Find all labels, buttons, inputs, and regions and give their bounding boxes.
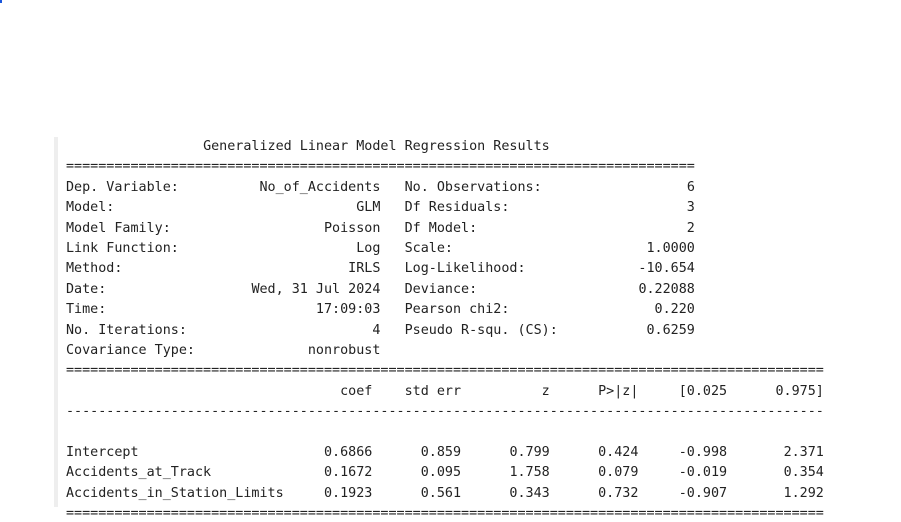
coef-value: 0.1923 xyxy=(323,485,373,501)
coef-value: 0.732 xyxy=(598,485,639,501)
info-value: 2 xyxy=(686,220,695,236)
info-value: 0.220 xyxy=(654,302,695,318)
title-line: Generalized Linear Model Regression Resu… xyxy=(66,137,824,157)
info-label: Link Function: xyxy=(66,240,179,256)
coef-row: Intercept 0.6866 0.859 0.799 0.424 -0.99… xyxy=(66,443,824,463)
info-label: Pseudo R-squ. (CS): xyxy=(404,322,558,338)
info-row: Method: IRLS Log-Likelihood: -10.654 xyxy=(66,259,824,279)
info-label: Covariance Type: xyxy=(66,342,195,358)
column-header: std err xyxy=(404,383,462,399)
coef-value: 0.079 xyxy=(598,465,639,481)
info-value: 3 xyxy=(686,200,695,216)
info-row: Date: Wed, 31 Jul 2024 Deviance: 0.22088 xyxy=(66,280,824,300)
info-value: 0.6259 xyxy=(646,322,695,338)
info-label: Method: xyxy=(66,261,123,277)
corner-marker xyxy=(0,0,2,3)
coef-value: 0.799 xyxy=(509,444,550,460)
separator: ========================================… xyxy=(66,159,695,175)
info-row: Dep. Variable: No_of_Accidents No. Obser… xyxy=(66,178,824,198)
column-header: P>|z| xyxy=(598,383,639,399)
info-value: GLM xyxy=(356,200,381,216)
coef-header-row: coef std err z P>|z| [0.025 0.975] xyxy=(66,382,824,402)
coef-name: Intercept xyxy=(66,444,139,460)
info-value: 0.22088 xyxy=(638,281,695,297)
coef-value: 0.095 xyxy=(420,465,462,481)
regression-summary: Generalized Linear Model Regression Resu… xyxy=(66,137,824,522)
coef-value: -0.998 xyxy=(678,444,728,460)
info-label: Df Residuals: xyxy=(404,200,510,216)
info-row: Link Function: Log Scale: 1.0000 xyxy=(66,239,824,259)
info-value: Wed, 31 Jul 2024 xyxy=(251,281,381,297)
separator: ========================================… xyxy=(66,363,824,379)
info-value: nonrobust xyxy=(307,342,381,358)
separator: ========================================… xyxy=(66,506,824,522)
info-value: No_of_Accidents xyxy=(259,179,381,195)
cell-gutter xyxy=(54,137,58,507)
coef-name: Accidents_in_Station_Limits xyxy=(66,485,284,501)
info-label: Pearson chi2: xyxy=(404,302,510,318)
coef-value: 0.1672 xyxy=(324,465,373,481)
info-value: 1.0000 xyxy=(646,240,695,256)
info-value: IRLS xyxy=(348,261,381,277)
info-label: No. Iterations: xyxy=(66,322,187,338)
info-row: Covariance Type: nonrobust xyxy=(66,341,824,361)
summary-title: Generalized Linear Model Regression Resu… xyxy=(203,139,550,154)
info-label: Scale: xyxy=(404,240,453,256)
coef-row: Accidents_at_Track 0.1672 0.095 1.758 0.… xyxy=(66,463,824,483)
coef-value: -0.907 xyxy=(678,485,728,501)
info-label: Model: xyxy=(66,200,115,216)
column-header: z xyxy=(541,383,550,399)
coef-value: 0.561 xyxy=(420,485,462,501)
info-label: Dep. Variable: xyxy=(66,179,179,195)
coef-value: 0.354 xyxy=(783,465,824,481)
info-label: Log-Likelihood: xyxy=(404,261,526,277)
coef-value: 1.758 xyxy=(509,465,550,481)
info-label: Date: xyxy=(66,281,107,297)
info-row: No. Iterations: 4 Pseudo R-squ. (CS): 0.… xyxy=(66,321,824,341)
coef-value: 1.292 xyxy=(783,485,824,501)
coef-name: Accidents_at_Track xyxy=(66,465,212,481)
info-value: -10.654 xyxy=(638,261,695,277)
info-value: Poisson xyxy=(324,220,381,236)
info-value: 17:09:03 xyxy=(315,302,381,318)
coef-row: Accidents_in_Station_Limits 0.1923 0.561… xyxy=(66,484,824,504)
info-value: Log xyxy=(356,240,381,256)
info-value: 4 xyxy=(372,322,381,338)
coef-value: 0.424 xyxy=(598,444,639,460)
column-header: [0.025 xyxy=(678,383,728,399)
coef-value: -0.019 xyxy=(678,465,728,481)
blank-line xyxy=(66,422,824,442)
info-row: Model Family: Poisson Df Model: 2 xyxy=(66,219,824,239)
info-label: Model Family: xyxy=(66,220,171,236)
coef-value: 0.6866 xyxy=(324,444,373,460)
info-label: Time: xyxy=(66,302,107,318)
column-header: 0.975] xyxy=(775,383,824,399)
info-label: No. Observations: xyxy=(404,179,542,195)
output-cell: Generalized Linear Model Regression Resu… xyxy=(50,137,901,521)
coef-value: 0.343 xyxy=(509,485,550,501)
coef-value: 0.859 xyxy=(420,444,462,460)
info-value: 6 xyxy=(686,179,695,195)
info-row: Time: 17:09:03 Pearson chi2: 0.220 xyxy=(66,300,824,320)
info-row: Model: GLM Df Residuals: 3 xyxy=(66,198,824,218)
info-label: Deviance: xyxy=(404,281,478,297)
info-label: Df Model: xyxy=(404,220,478,236)
separator: ----------------------------------------… xyxy=(66,404,824,420)
column-header: coef xyxy=(340,383,373,399)
coef-value: 2.371 xyxy=(783,444,824,460)
